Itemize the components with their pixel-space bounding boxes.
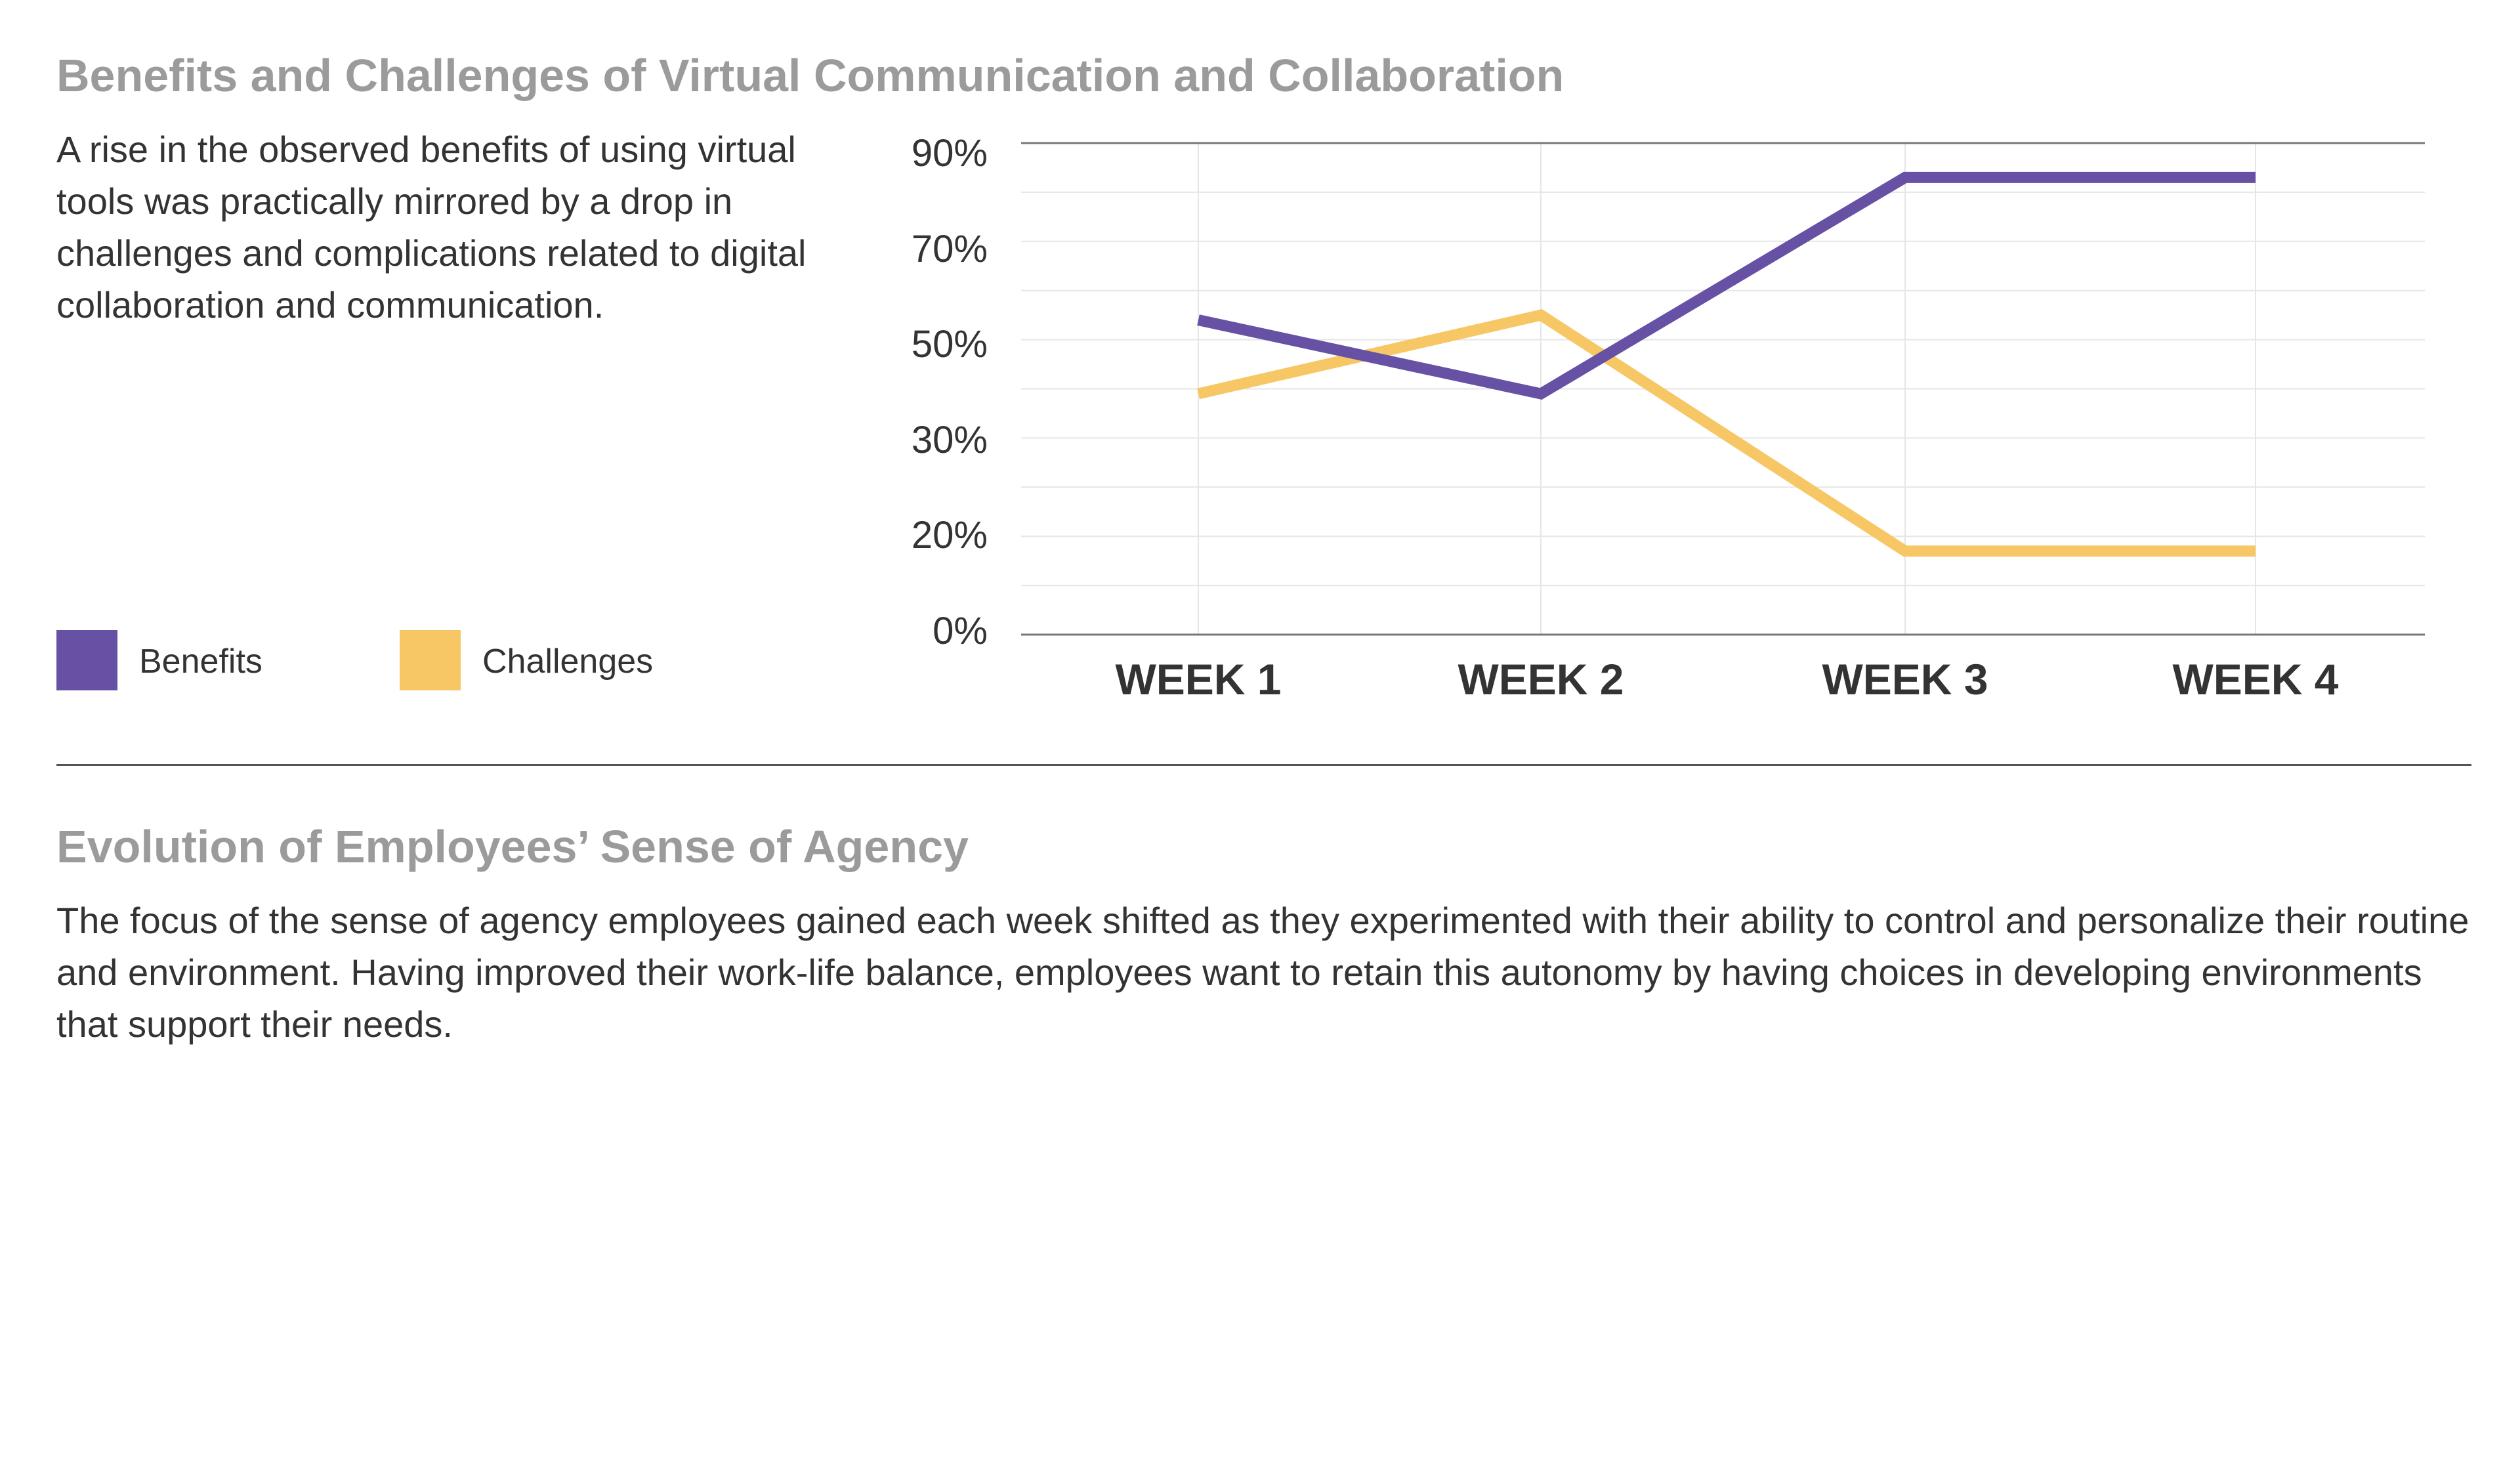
series-line-benefits xyxy=(1197,171,2256,400)
y-tick-label: 70% xyxy=(912,228,988,270)
x-tick-label: WEEK 2 xyxy=(1458,655,1624,704)
chart-series xyxy=(1197,171,2256,557)
y-axis-ticks: 90% 70% 50% 30% 20% 0% xyxy=(912,132,988,652)
legend-label-challenges: Challenges xyxy=(482,642,654,681)
legend-swatch-benefits xyxy=(56,630,117,690)
y-tick-label: 50% xyxy=(912,323,988,366)
y-tick-label: 30% xyxy=(912,419,988,461)
chart-section-title: Benefits and Challenges of Virtual Commu… xyxy=(56,50,1564,101)
x-tick-label: WEEK 4 xyxy=(2172,655,2338,704)
chart-description: A rise in the observed benefits of using… xyxy=(56,129,807,326)
legend-label-benefits: Benefits xyxy=(139,642,262,681)
x-tick-label: WEEK 3 xyxy=(1822,655,1988,704)
agency-description: The focus of the sense of agency employe… xyxy=(56,900,2469,1045)
agency-section-title: Evolution of Employees’ Sense of Agency xyxy=(56,821,969,872)
x-axis-ticks: WEEK 1 WEEK 2 WEEK 3 WEEK 4 xyxy=(1115,655,2338,704)
y-tick-label: 0% xyxy=(933,610,988,652)
x-tick-label: WEEK 1 xyxy=(1115,655,1281,704)
section-divider xyxy=(56,764,2471,766)
chart-axes xyxy=(1021,142,2425,636)
y-tick-label: 20% xyxy=(912,514,988,557)
line-chart: 90%70%50%30%20%0% WEEK 1 WEEK 2 WEEK 3 WEEK… xyxy=(912,132,2425,704)
legend-swatch-challenges xyxy=(400,630,461,690)
y-tick-label: 90% xyxy=(912,132,988,175)
